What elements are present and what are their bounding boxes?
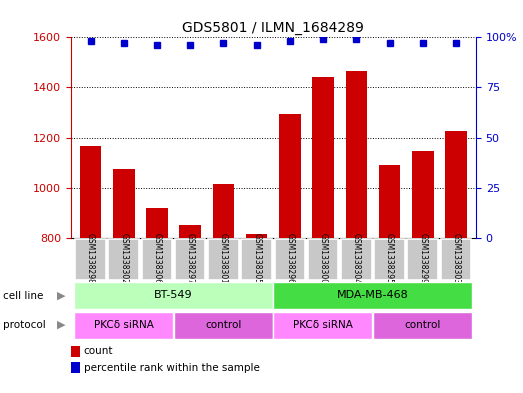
Bar bbox=[379, 165, 400, 238]
Text: protocol: protocol bbox=[3, 320, 46, 330]
Text: GSM1338299: GSM1338299 bbox=[418, 233, 427, 284]
FancyBboxPatch shape bbox=[407, 239, 438, 280]
FancyBboxPatch shape bbox=[373, 312, 472, 339]
Text: GSM1338304: GSM1338304 bbox=[352, 233, 361, 284]
Text: ▶: ▶ bbox=[56, 290, 65, 301]
Text: control: control bbox=[205, 320, 242, 330]
Text: GSM1338295: GSM1338295 bbox=[385, 233, 394, 284]
FancyBboxPatch shape bbox=[274, 282, 472, 309]
Bar bbox=[246, 234, 267, 238]
FancyBboxPatch shape bbox=[441, 239, 471, 280]
Text: GSM1338296: GSM1338296 bbox=[286, 233, 294, 284]
Text: ▶: ▶ bbox=[56, 320, 65, 330]
Bar bbox=[346, 71, 367, 238]
FancyBboxPatch shape bbox=[108, 239, 139, 280]
Text: percentile rank within the sample: percentile rank within the sample bbox=[84, 363, 259, 373]
Text: control: control bbox=[405, 320, 441, 330]
FancyBboxPatch shape bbox=[142, 239, 172, 280]
Text: GSM1338302: GSM1338302 bbox=[119, 233, 128, 284]
Text: GSM1338305: GSM1338305 bbox=[252, 233, 261, 284]
Text: PKCδ siRNA: PKCδ siRNA bbox=[94, 320, 154, 330]
FancyBboxPatch shape bbox=[274, 312, 372, 339]
Text: BT-549: BT-549 bbox=[154, 290, 193, 300]
Text: GSM1338301: GSM1338301 bbox=[219, 233, 228, 284]
FancyBboxPatch shape bbox=[75, 239, 106, 280]
FancyBboxPatch shape bbox=[74, 282, 272, 309]
Text: MDA-MB-468: MDA-MB-468 bbox=[337, 290, 409, 300]
Title: GDS5801 / ILMN_1684289: GDS5801 / ILMN_1684289 bbox=[183, 21, 364, 35]
FancyBboxPatch shape bbox=[208, 239, 238, 280]
Text: PKCδ siRNA: PKCδ siRNA bbox=[293, 320, 353, 330]
FancyBboxPatch shape bbox=[174, 312, 272, 339]
Bar bbox=[146, 208, 168, 238]
FancyBboxPatch shape bbox=[242, 239, 272, 280]
FancyBboxPatch shape bbox=[308, 239, 338, 280]
Text: GSM1338306: GSM1338306 bbox=[153, 233, 162, 284]
Text: GSM1338300: GSM1338300 bbox=[319, 233, 327, 284]
Text: GSM1338297: GSM1338297 bbox=[186, 233, 195, 284]
Text: count: count bbox=[84, 346, 113, 356]
Text: GSM1338298: GSM1338298 bbox=[86, 233, 95, 284]
Bar bbox=[445, 131, 467, 238]
Bar bbox=[113, 169, 134, 238]
Text: cell line: cell line bbox=[3, 290, 43, 301]
Text: GSM1338303: GSM1338303 bbox=[451, 233, 460, 284]
Bar bbox=[279, 114, 301, 238]
Bar bbox=[312, 77, 334, 238]
FancyBboxPatch shape bbox=[341, 239, 372, 280]
FancyBboxPatch shape bbox=[74, 312, 173, 339]
FancyBboxPatch shape bbox=[374, 239, 405, 280]
Bar bbox=[213, 184, 234, 238]
Bar bbox=[412, 151, 434, 238]
FancyBboxPatch shape bbox=[175, 239, 206, 280]
FancyBboxPatch shape bbox=[275, 239, 305, 280]
Bar bbox=[79, 146, 101, 238]
Bar bbox=[179, 225, 201, 238]
